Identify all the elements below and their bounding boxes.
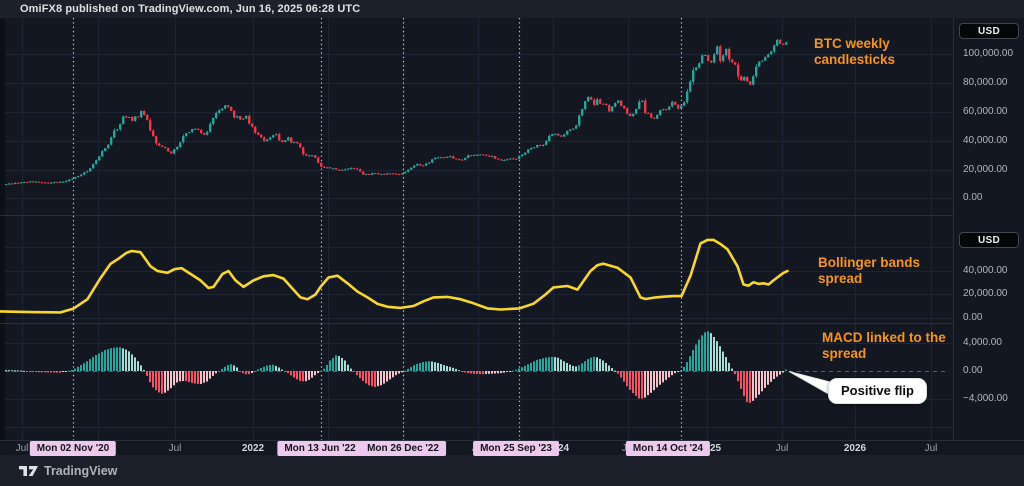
annotation-bollinger-spread[interactable]: Bollinger bands spread [818,255,921,287]
currency-toggle-spread[interactable]: USD [959,232,1019,248]
tradingview-logo-icon [19,466,38,476]
price-tick-label: 20,000.00 [963,288,1008,299]
time-tick-label: 2025 [698,443,722,454]
price-tick-label: 80,000.00 [963,77,1008,88]
time-axis[interactable]: JulJul2022Jul2024Jul2025Jul2026JulMon 02… [0,440,1024,456]
time-tick-label: 2022 [241,443,265,454]
event-date-chip: Mon 02 Nov '20 [29,441,117,456]
price-axis[interactable]: USD USD 100,000.00 80,000.00 60,000.00 40,0… [953,18,1024,440]
publish-attribution-text: OmiFX8 published on TradingView.com, Jun… [20,3,361,15]
positive-flip-callout[interactable]: Positive flip [828,378,927,404]
currency-toggle-main[interactable]: USD [959,23,1019,39]
time-tick-label: Jul [775,443,789,454]
annotation-macd-linked[interactable]: MACD linked to the spread [822,330,946,362]
price-tick-label: 4,000.00 [963,337,1002,348]
price-tick-label: 0.00 [963,312,983,323]
price-tick-label: 40,000.00 [963,265,1008,276]
tradingview-brand-text: TradingView [44,463,118,478]
time-tick-label: Jul [15,443,29,454]
price-tick-label: 40,000.00 [963,135,1008,146]
price-tick-label: 100,000.00 [963,48,1014,59]
annotation-btc-candlesticks[interactable]: BTC weekly candlesticks [814,36,896,68]
event-date-chip: Mon 25 Sep '23 [473,441,559,456]
time-tick-label: Jul [924,443,938,454]
footer-bar: TradingView [0,455,1024,486]
price-tick-label: 0.00 [963,192,983,203]
price-tick-label: 60,000.00 [963,106,1008,117]
time-tick-label: 2026 [843,443,867,454]
event-date-chip: Mon 14 Oct '24 [625,441,711,456]
price-tick-label: −4,000.00 [963,393,1008,404]
left-margin-strip [0,18,5,455]
price-tick-label: 20,000.00 [963,164,1008,175]
event-date-chip: Mon 26 Dec '22 [360,441,446,456]
price-tick-label: 0.00 [963,365,983,376]
time-tick-label: Jul [168,443,182,454]
event-date-chip: Mon 13 Jun '22 [277,441,363,456]
publish-bar: OmiFX8 published on TradingView.com, Jun… [0,0,1024,18]
